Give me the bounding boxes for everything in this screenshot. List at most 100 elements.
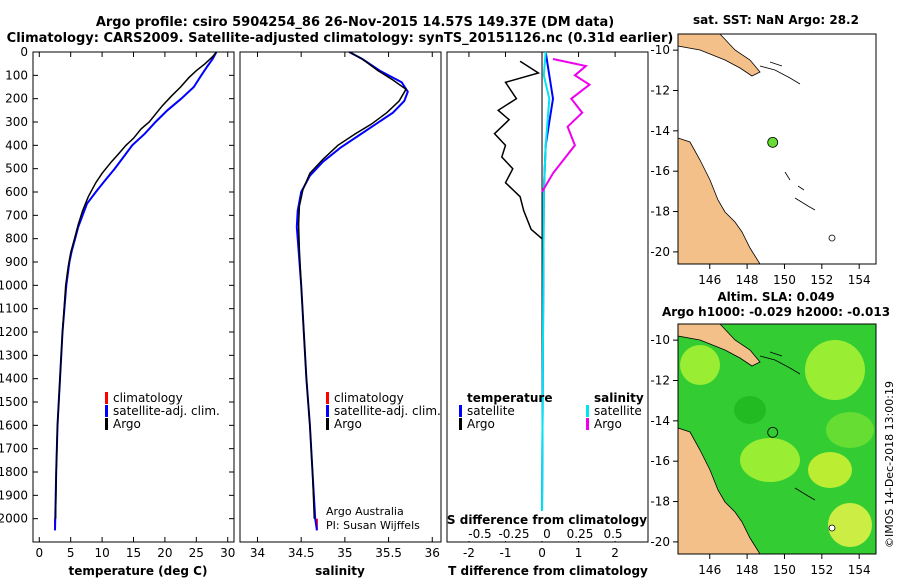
x-tick-label: 10 (94, 546, 109, 560)
island-circle (828, 524, 836, 532)
y-tick-label: 1300 (0, 348, 28, 362)
y-tick-label: 300 (5, 115, 28, 129)
map-y-tick-label: -14 (650, 124, 670, 138)
salinity-plot-frame (239, 51, 442, 543)
y-tick-label: 1900 (0, 488, 28, 502)
y-tick-label: 800 (5, 232, 28, 246)
temperature-xlabel: temperature (deg C) (69, 564, 208, 578)
map-y-tick-label: -16 (650, 454, 670, 468)
legend-t-satellite-label: satellite (467, 404, 515, 418)
salinity-panel: 34 34.5 35 35.5 36 salinity climatology sate… (239, 51, 442, 578)
sla-map-frame (677, 323, 877, 555)
sst-map-frame (677, 33, 877, 265)
x-tick-label: 2 (611, 546, 619, 560)
map-y-tick-label: -20 (650, 245, 670, 259)
x-tick-label: 35 (337, 546, 352, 560)
y-tick-label: 200 (5, 92, 28, 106)
x-tick-label: 35.5 (375, 546, 402, 560)
sst-map-png-land (677, 33, 761, 77)
s-tick-label: 0.25 (567, 527, 594, 541)
map-x-tick-label: 150 (773, 563, 796, 577)
series-line-argo (54, 51, 217, 519)
salinity-legend: climatology satellite-adj. clim. Argo (326, 391, 441, 431)
legend-satellite-label: satellite-adj. clim. (334, 404, 441, 418)
sla-map: Altim. SLA: 0.049 Argo h1000: -0.029 h20… (650, 290, 890, 577)
y-tick-label: 1100 (0, 302, 28, 316)
series-line-satellite-adj-clim- (54, 51, 218, 531)
y-tick-label: 600 (5, 185, 28, 199)
credit-line2: PI: Susan Wijffels (326, 519, 420, 532)
x-tick-label: -1 (499, 546, 511, 560)
x-tick-label: -2 (463, 546, 475, 560)
s-tick-label: 0.5 (603, 527, 622, 541)
sla-map-islands (759, 351, 816, 501)
map-x-tick-label: 154 (848, 273, 871, 287)
sst-map-islands (759, 61, 816, 211)
legend-satellite-swatch (105, 405, 108, 417)
legend-t-argo-swatch (459, 418, 462, 430)
y-tick-label: 1400 (0, 372, 28, 386)
map-y-tick-label: -12 (650, 83, 670, 97)
y-tick-label: 100 (5, 68, 28, 82)
legend-climatology-swatch (105, 392, 108, 404)
legend-climatology-label: climatology (334, 391, 404, 405)
map-y-tick-label: -12 (650, 373, 670, 387)
difference-legend: temperature satellite Argo salinity sate… (459, 391, 644, 431)
argo-float-marker (767, 136, 779, 148)
legend-satellite-label: satellite-adj. clim. (113, 404, 220, 418)
x-tick-label: 15 (126, 546, 141, 560)
legend-argo-label: Argo (113, 417, 141, 431)
map-y-tick-label: -14 (650, 414, 670, 428)
legend-argo-swatch (326, 418, 329, 430)
island-circle (828, 234, 836, 242)
map-x-tick-label: 146 (698, 563, 721, 577)
legend-temperature-title: temperature (467, 391, 552, 405)
legend-s-argo-label: Argo (594, 417, 622, 431)
y-tick-label: 1500 (0, 395, 28, 409)
y-tick-label: 700 (5, 208, 28, 222)
credit-line1: Argo Australia (326, 505, 404, 518)
difference-plot-frame (446, 51, 649, 543)
legend-salinity-title: salinity (594, 391, 644, 405)
legend-argo-swatch (105, 418, 108, 430)
x-tick-label: 25 (189, 546, 204, 560)
series-line-argo (297, 51, 407, 519)
x-tick-label: 20 (157, 546, 172, 560)
y-tick-label: 1600 (0, 418, 28, 432)
y-tick-label: 1800 (0, 465, 28, 479)
map-x-tick-label: 148 (736, 563, 759, 577)
s-tick-label: -0.5 (468, 527, 491, 541)
map-x-tick-label: 148 (736, 273, 759, 287)
temperature-panel: 0100200300400500600700800900100011001200… (0, 45, 235, 578)
x-tick-label: 36 (425, 546, 440, 560)
series-line-s-argo (541, 58, 592, 193)
y-tick-label: 1700 (0, 442, 28, 456)
y-tick-label: 400 (5, 138, 28, 152)
difference-xlabel: T difference from climatology (448, 564, 648, 578)
x-tick-label: 0 (538, 546, 546, 560)
map-x-tick-label: 152 (810, 563, 833, 577)
series-line-t-argo (493, 60, 543, 240)
sla-map-png-land (677, 323, 761, 367)
map-y-tick-label: -10 (650, 333, 670, 347)
y-tick-label: 0 (20, 45, 28, 59)
temperature-plot-frame (32, 51, 235, 543)
difference-panel: -2 -1 0 1 2 T difference from climatology S … (446, 51, 649, 578)
map-x-tick-label: 152 (810, 273, 833, 287)
legend-t-satellite-swatch (459, 405, 462, 417)
sla-map-anomaly-patches (680, 340, 874, 547)
map-x-tick-label: 150 (773, 273, 796, 287)
map-x-tick-label: 154 (848, 563, 871, 577)
legend-s-satellite-swatch (586, 405, 589, 417)
map-y-tick-label: -10 (650, 43, 670, 57)
series-line-satellite-adj-clim- (295, 51, 409, 531)
series-line-s-satellite (541, 51, 551, 519)
salinity-xlabel: salinity (315, 564, 365, 578)
s-tick-label: 0 (543, 527, 551, 541)
y-tick-label: 1200 (0, 325, 28, 339)
figure-title-line1: Argo profile: csiro 5904254_86 26-Nov-20… (96, 15, 614, 30)
legend-s-satellite-label: satellite (594, 404, 642, 418)
sla-map-title2: Argo h1000: -0.029 h2000: -0.013 (662, 305, 890, 319)
sst-map-title: sat. SST: NaN Argo: 28.2 (693, 13, 859, 27)
